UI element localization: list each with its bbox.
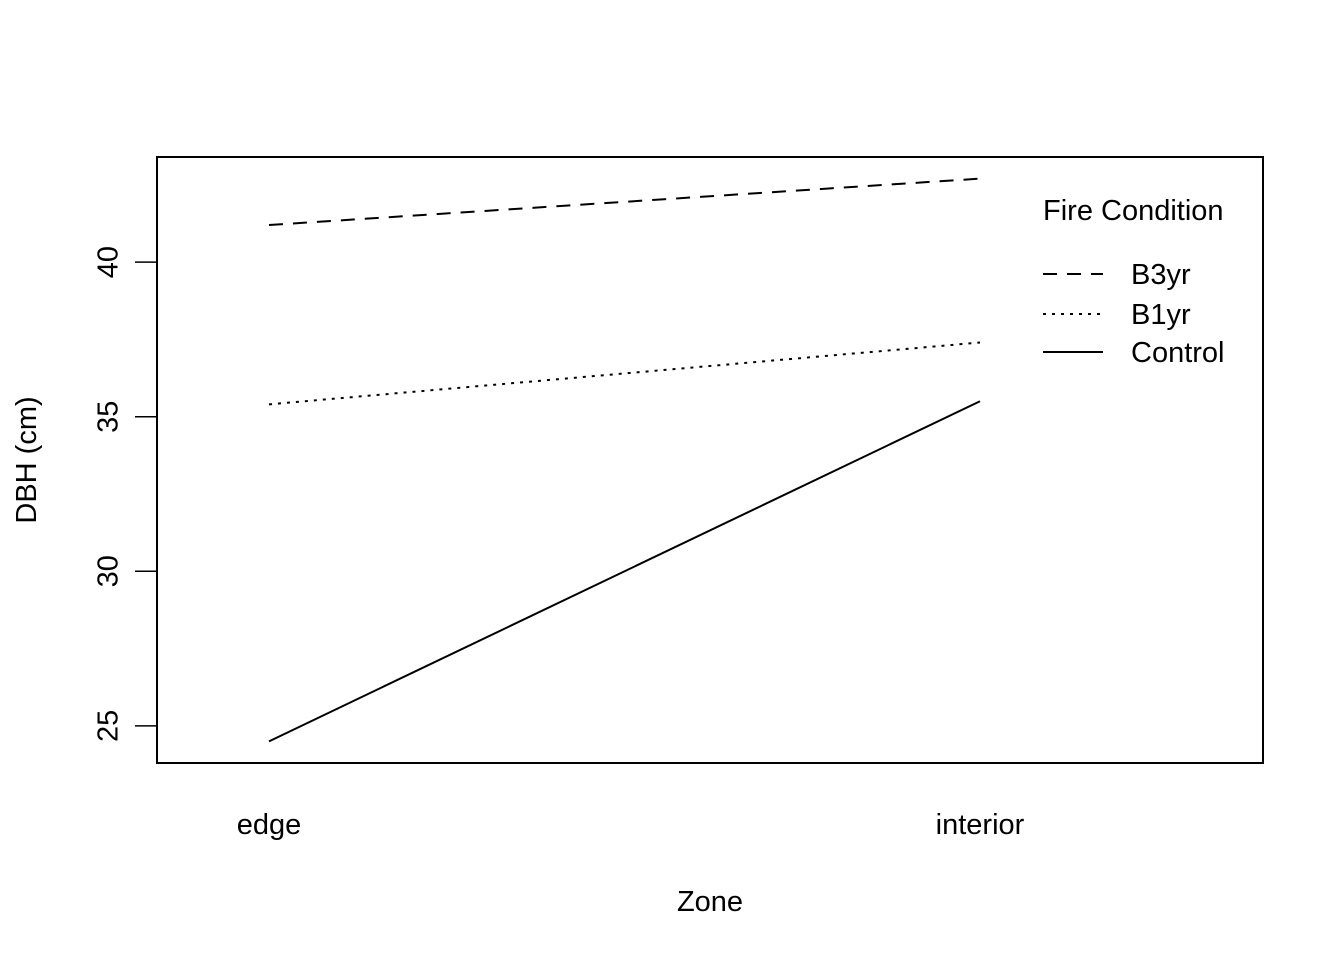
legend: Fire Condition B3yr B1yr Control (1043, 195, 1225, 369)
series-line-b3yr (268, 177, 981, 227)
x-axis: edge interior (237, 809, 1025, 841)
legend-label-b1yr: B1yr (1131, 299, 1191, 331)
legend-title: Fire Condition (1043, 195, 1224, 227)
legend-label-b3yr: B3yr (1131, 259, 1191, 291)
legend-label-control: Control (1131, 337, 1225, 369)
y-tick-label: 25 (93, 710, 125, 742)
x-tick-label: edge (237, 809, 302, 841)
y-axis: 25 30 35 40 (93, 246, 157, 742)
y-tick-label: 35 (93, 401, 125, 433)
plot-frame (156, 156, 1264, 764)
series-line-control (268, 400, 981, 743)
series-line-b1yr (268, 341, 981, 406)
x-tick-label: interior (936, 809, 1025, 841)
y-tick-label: 40 (93, 246, 125, 278)
x-axis-label: Zone (677, 886, 743, 918)
series-layer (268, 177, 981, 743)
y-tick-label: 30 (93, 555, 125, 587)
y-axis-label: DBH (cm) (11, 396, 43, 523)
